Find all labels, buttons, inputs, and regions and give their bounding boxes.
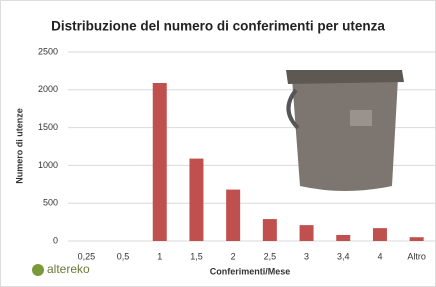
logo-icon [32,264,44,276]
bar [336,235,350,241]
x-tick-label: 0,25 [78,251,96,261]
chart: Distribuzione del numero di conferimenti… [0,0,436,287]
y-tick-label: 0 [53,235,58,245]
y-tick-label: 2500 [38,46,58,56]
x-tick-label: 0,5 [117,251,130,261]
x-tick-label: 3,4 [337,251,350,261]
bin-image [286,70,404,191]
x-tick-label: 3 [304,251,309,261]
y-tick-label: 1500 [38,122,58,132]
bar [226,190,240,241]
x-tick-label: 2,5 [264,251,277,261]
x-tick-label: 1,5 [190,251,203,261]
x-tick-label: Altro [407,251,426,261]
chart-title: Distribuzione del numero di conferimenti… [51,19,385,34]
y-tick-label: 2000 [38,84,58,94]
y-axis-label: Numero di utenze [14,108,24,184]
bar [189,159,203,241]
bin-body [292,78,398,191]
x-tick-label: 4 [377,251,382,261]
x-tick-label: 2 [231,251,236,261]
x-tick-label: 1 [157,251,162,261]
bin-lid [286,70,404,84]
bar [300,225,314,241]
x-axis-label: Conferimenti/Mese [210,266,291,276]
bar [373,228,387,241]
bar [410,237,424,241]
y-tick-label: 1000 [38,160,58,170]
bin-label [350,110,372,126]
bar [263,219,277,241]
y-tick-label: 500 [43,198,58,208]
logo-text: altereko [47,262,90,276]
bar [153,83,167,241]
